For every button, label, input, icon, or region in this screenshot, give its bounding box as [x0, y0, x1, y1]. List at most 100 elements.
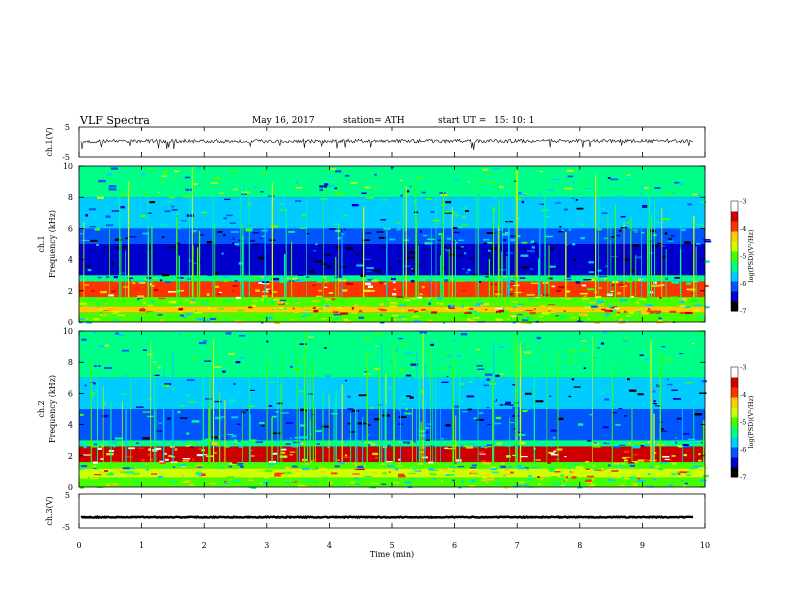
- colorbar-swatch: [731, 201, 738, 212]
- spectrogram-speckle: [217, 231, 223, 233]
- spectrogram-speckle: [704, 240, 712, 243]
- spectrogram-speckle: [555, 315, 559, 317]
- spectrogram-speckle: [283, 471, 292, 475]
- colorbar-swatch: [731, 457, 738, 468]
- spectrogram-speckle: [394, 222, 401, 224]
- spectrogram-speckle: [323, 254, 332, 256]
- spectrogram-speckle: [90, 456, 94, 459]
- spectrogram-speckle: [214, 272, 219, 275]
- spectrogram-speckle: [224, 482, 229, 485]
- spectrogram-speckle: [548, 304, 556, 306]
- spectrogram-speckle: [283, 177, 287, 180]
- spectrogram-speckle: [298, 277, 306, 280]
- spectrogram-speckle: [236, 318, 241, 320]
- spectrogram-speckle: [471, 292, 477, 295]
- spectrogram-speckle: [100, 445, 104, 448]
- spectrogram-speckle: [681, 443, 690, 447]
- spectrogram-speckle: [613, 464, 620, 468]
- spectrogram-speckle: [703, 239, 711, 241]
- spectrogram-speckle: [526, 478, 535, 481]
- spectrogram-speckle: [653, 314, 657, 317]
- spectrogram-speckle: [364, 371, 368, 373]
- spectrogram-speckle: [643, 296, 650, 298]
- spectrogram-speckle: [401, 309, 405, 312]
- spectrogram-speckle: [293, 220, 300, 224]
- spectrogram-speckle: [347, 422, 352, 425]
- spectrogram-speckle: [379, 282, 384, 284]
- spectrogram-speckle: [633, 454, 639, 456]
- spectrogram-speckle: [274, 474, 281, 477]
- spectrogram-speckle: [572, 181, 575, 183]
- spectrogram-speckle: [289, 437, 293, 439]
- spectrogram-speckle: [258, 228, 265, 230]
- spectrogram-speckle: [655, 275, 663, 278]
- spectrogram-speckle: [334, 276, 339, 279]
- spectrogram-speckle: [103, 301, 106, 303]
- spectrogram-speckle: [274, 321, 280, 325]
- spectrogram-speckle: [232, 285, 238, 287]
- spectrogram-speckle: [606, 293, 613, 296]
- spectrogram-speckle: [467, 180, 470, 183]
- spectrogram-speckle: [302, 313, 311, 316]
- spectrogram-speckle: [158, 275, 165, 278]
- spectrogram-speckle: [331, 413, 338, 415]
- spectrogram-speckle: [79, 467, 85, 470]
- spectrogram-speckle: [319, 441, 324, 444]
- spectrogram-speckle: [363, 258, 371, 261]
- spectrogram-speckle: [379, 321, 385, 324]
- spectrogram-speckle: [411, 270, 415, 273]
- spectrogram-speckle: [407, 309, 414, 312]
- spectrogram-speckle: [430, 343, 434, 346]
- spectrogram-speckle: [547, 466, 556, 468]
- spectrogram-speckle: [117, 314, 126, 317]
- spectrogram-speckle: [396, 319, 403, 321]
- spectrogram-speckle: [320, 317, 326, 320]
- spectrogram-speckle: [583, 367, 587, 370]
- spectrogram-speckle: [140, 444, 143, 447]
- spectrogram-speckle: [249, 389, 255, 391]
- spectrogram-speckle: [332, 311, 339, 314]
- spectrogram-speckle: [121, 349, 130, 352]
- spectrogram-speckle: [490, 466, 497, 469]
- spectrogram-speckle: [410, 279, 415, 283]
- spectrogram-speckle: [659, 428, 664, 431]
- spectrogram-speckle: [347, 408, 354, 411]
- spectrogram-speckle: [497, 312, 500, 314]
- spectrogram-speckle: [300, 442, 307, 445]
- spectrogram-speckle: [108, 309, 117, 311]
- spectrogram-speckle: [325, 298, 332, 301]
- spectrogram-speckle: [136, 215, 140, 218]
- spectrogram-speckle: [94, 319, 102, 323]
- spectrogram-speckle: [462, 215, 466, 218]
- spectrogram-speckle: [80, 277, 84, 279]
- spectrogram-speckle: [102, 253, 108, 256]
- spectrogram-speckle: [626, 280, 633, 283]
- spectrogram-speckle: [193, 183, 198, 186]
- spectrogram-speckle: [552, 436, 556, 439]
- spectrogram-speckle: [98, 345, 105, 348]
- spectrogram-speckle: [610, 290, 614, 293]
- colorbar-tick: -4: [740, 391, 746, 399]
- spectrogram-speckle: [96, 311, 101, 314]
- spectrogram-speckle: [294, 439, 297, 442]
- spectrogram-speckle: [376, 282, 380, 284]
- spectrogram-speckle: [395, 468, 399, 471]
- spectrogram-speckle: [619, 465, 626, 468]
- spectrogram-speckle: [280, 451, 286, 454]
- spectrogram-speckle: [278, 307, 284, 310]
- spectrogram-speckle: [265, 288, 271, 291]
- colorbar-swatch: [731, 397, 738, 408]
- spectrogram-speckle: [182, 334, 190, 336]
- spectrogram-speckle: [301, 214, 306, 217]
- spectrogram-speckle: [417, 462, 423, 465]
- spectrogram-speckle: [84, 284, 90, 286]
- spectrogram-speckle: [510, 318, 518, 322]
- spectrogram-speckle: [409, 462, 418, 465]
- spectrogram-speckle: [337, 237, 341, 240]
- spectrogram-speckle: [524, 351, 532, 354]
- spectrogram-speckle: [466, 395, 475, 398]
- spectrogram-speckle: [424, 242, 433, 245]
- spectrogram-speckle: [541, 277, 545, 281]
- spectrogram-speckle: [135, 406, 144, 408]
- spectrogram-speckle: [172, 291, 179, 293]
